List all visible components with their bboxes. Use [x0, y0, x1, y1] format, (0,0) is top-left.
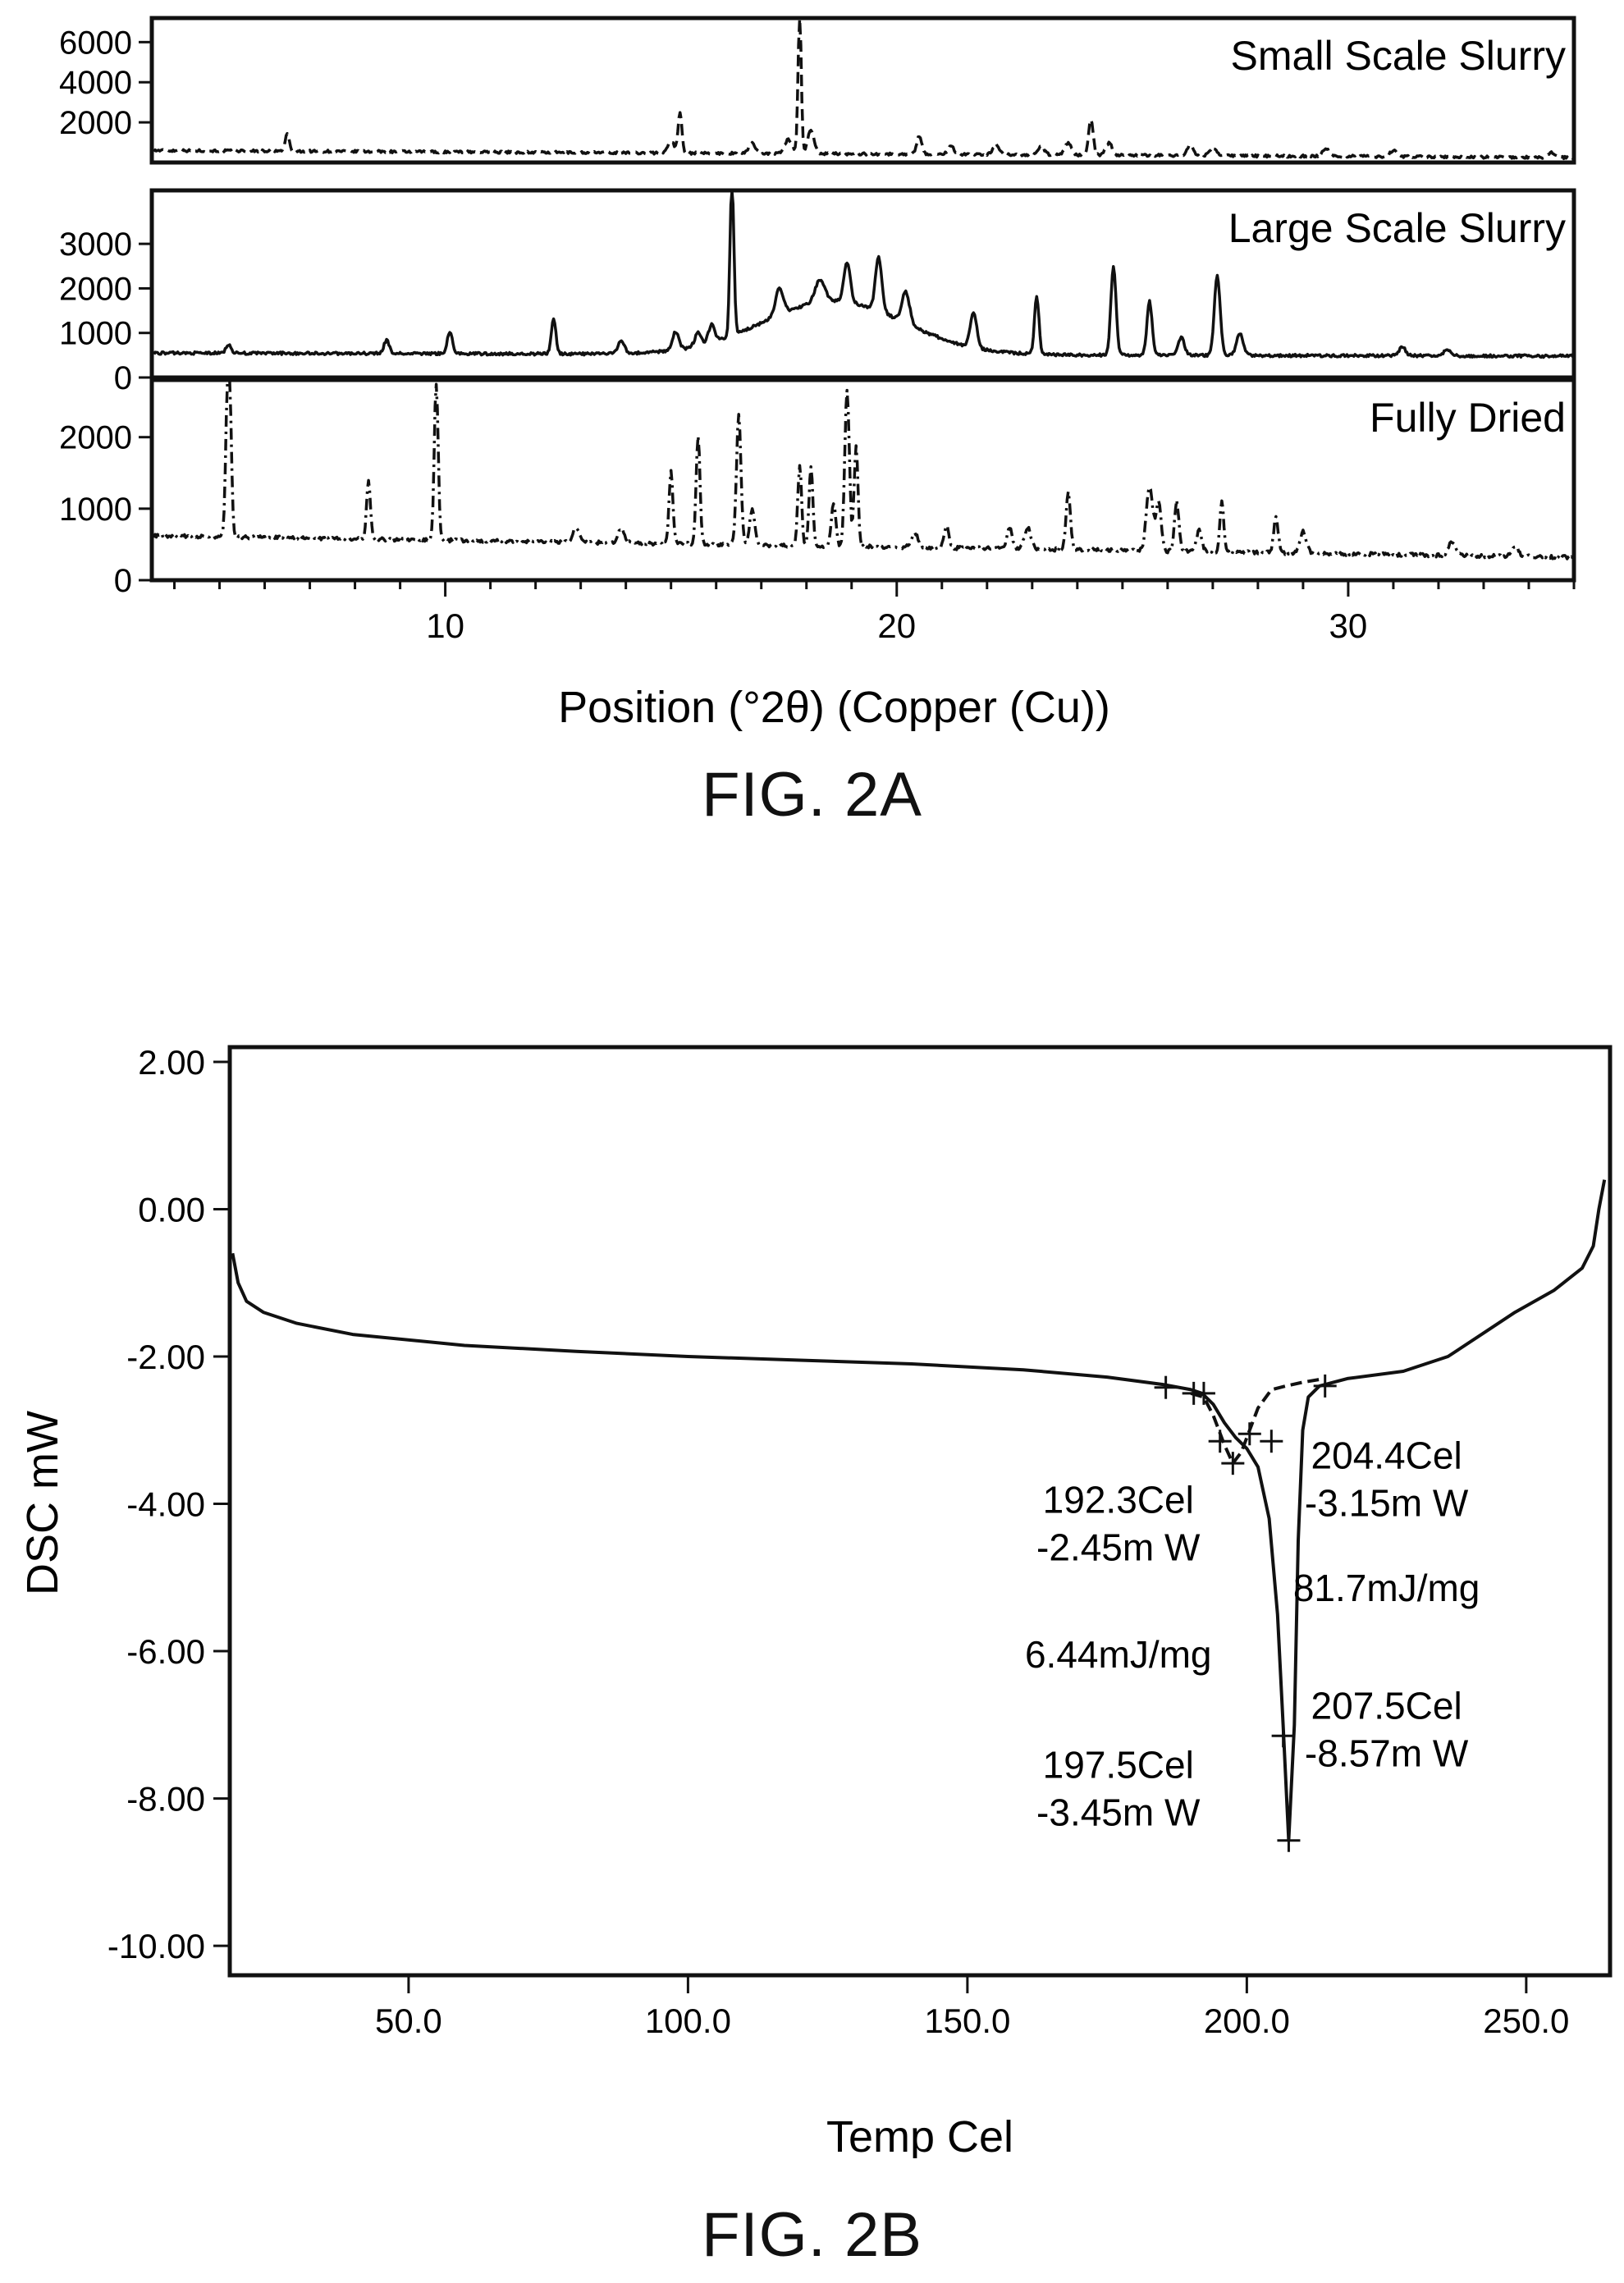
y-tick-label: -10.00 — [108, 1927, 205, 1965]
y-tick-label: 3000 — [59, 226, 132, 263]
cross-marker — [1277, 1828, 1301, 1852]
xrd-chart: 2000 4000 6000 Small Scale Slurry 0 1000 2000 3… — [59, 16, 1576, 732]
y-tick-label: 1000 — [59, 492, 132, 528]
cross-marker — [1192, 1381, 1215, 1405]
x-tick-label: 250.0 — [1483, 2002, 1569, 2040]
annotation-text: -8.57m W — [1305, 1732, 1469, 1775]
y-tick-label: 4000 — [59, 65, 132, 101]
y-tick-label: 2.00 — [138, 1043, 205, 1082]
dsc-series-line — [231, 1179, 1607, 1842]
plot-frame — [227, 1045, 1613, 1978]
y-tick-label: 2000 — [59, 420, 132, 456]
annotation-text: 197.5Cel — [1043, 1743, 1194, 1786]
cross-marker — [1221, 1452, 1245, 1475]
figure-2b-caption: FIG. 2B — [702, 2200, 922, 2270]
figure-2b: 2.00 0.00 -2.00 -4.00 -6.00 -8.00 -10.00 50.0 10… — [0, 1009, 1624, 2270]
annotation-text: 81.7mJ/mg — [1293, 1567, 1480, 1609]
xrd-panel: 0 1000 2000 Fully Dried — [59, 377, 1576, 599]
y-tick-label: 0.00 — [138, 1190, 205, 1228]
y-tick-label: -2.00 — [126, 1338, 205, 1376]
xrd-panel: 2000 4000 6000 Small Scale Slurry — [59, 16, 1576, 165]
panel-frame — [149, 188, 1576, 380]
y-tick-label: 6000 — [59, 25, 132, 61]
x-tick-label: 50.0 — [375, 2002, 442, 2040]
y-tick-label: 1000 — [59, 316, 132, 352]
cross-marker — [1154, 1375, 1178, 1399]
x-tick-label: 150.0 — [924, 2002, 1010, 2040]
cross-marker — [1260, 1430, 1283, 1453]
xrd-panel: 0 1000 2000 3000 Large Scale Slurry — [59, 188, 1576, 396]
annotation-text: -2.45m W — [1036, 1526, 1201, 1568]
series-label: Large Scale Slurry — [1228, 205, 1566, 251]
x-axis-title: Temp Cel — [826, 2112, 1013, 2158]
annotation-text: -3.15m W — [1305, 1481, 1469, 1524]
x-tick-label: 200.0 — [1204, 2002, 1290, 2040]
y-tick-label: -6.00 — [126, 1632, 205, 1671]
x-tick-label: 20 — [877, 606, 916, 645]
annotation-text: 204.4Cel — [1311, 1434, 1462, 1476]
annotation-text: -3.45m W — [1036, 1791, 1201, 1833]
panel-frame — [149, 16, 1576, 165]
series-label: Fully Dried — [1370, 395, 1566, 441]
y-tick-label: 2000 — [59, 105, 132, 141]
x-tick-label: 10 — [426, 606, 464, 645]
cross-marker — [1237, 1422, 1261, 1446]
y-tick-label: -8.00 — [126, 1780, 205, 1819]
annotation-text: 207.5Cel — [1311, 1685, 1462, 1727]
cross-marker — [1313, 1374, 1337, 1398]
y-tick-label: 0 — [114, 360, 132, 396]
figure-2a-caption: FIG. 2A — [702, 760, 922, 830]
y-axis-title: DSC mW — [18, 1411, 67, 1595]
x-axis-title: Position (°2θ) (Copper (Cu)) — [558, 683, 1110, 732]
x-tick-label: 100.0 — [645, 2002, 731, 2040]
series-label: Small Scale Slurry — [1231, 33, 1566, 79]
panel-frame — [149, 377, 1576, 583]
cross-marker — [1208, 1430, 1232, 1453]
series-line — [153, 379, 1574, 560]
annotation-text: 6.44mJ/mg — [1025, 1633, 1212, 1676]
dsc-chart: 2.00 0.00 -2.00 -4.00 -6.00 -8.00 -10.00 50.0 10… — [18, 1043, 1613, 2162]
series-line — [153, 17, 1574, 161]
y-tick-label: 2000 — [59, 271, 132, 307]
figure-2a: 2000 4000 6000 Small Scale Slurry 0 1000 2000 3… — [0, 0, 1624, 830]
x-tick-label: 30 — [1329, 606, 1368, 645]
dsc-series-line — [1190, 1376, 1326, 1466]
y-tick-label: -4.00 — [126, 1485, 205, 1524]
series-line — [153, 190, 1575, 359]
annotation-text: 192.3Cel — [1043, 1478, 1194, 1521]
cross-marker — [1271, 1724, 1295, 1748]
y-tick-label: 0 — [114, 563, 132, 599]
